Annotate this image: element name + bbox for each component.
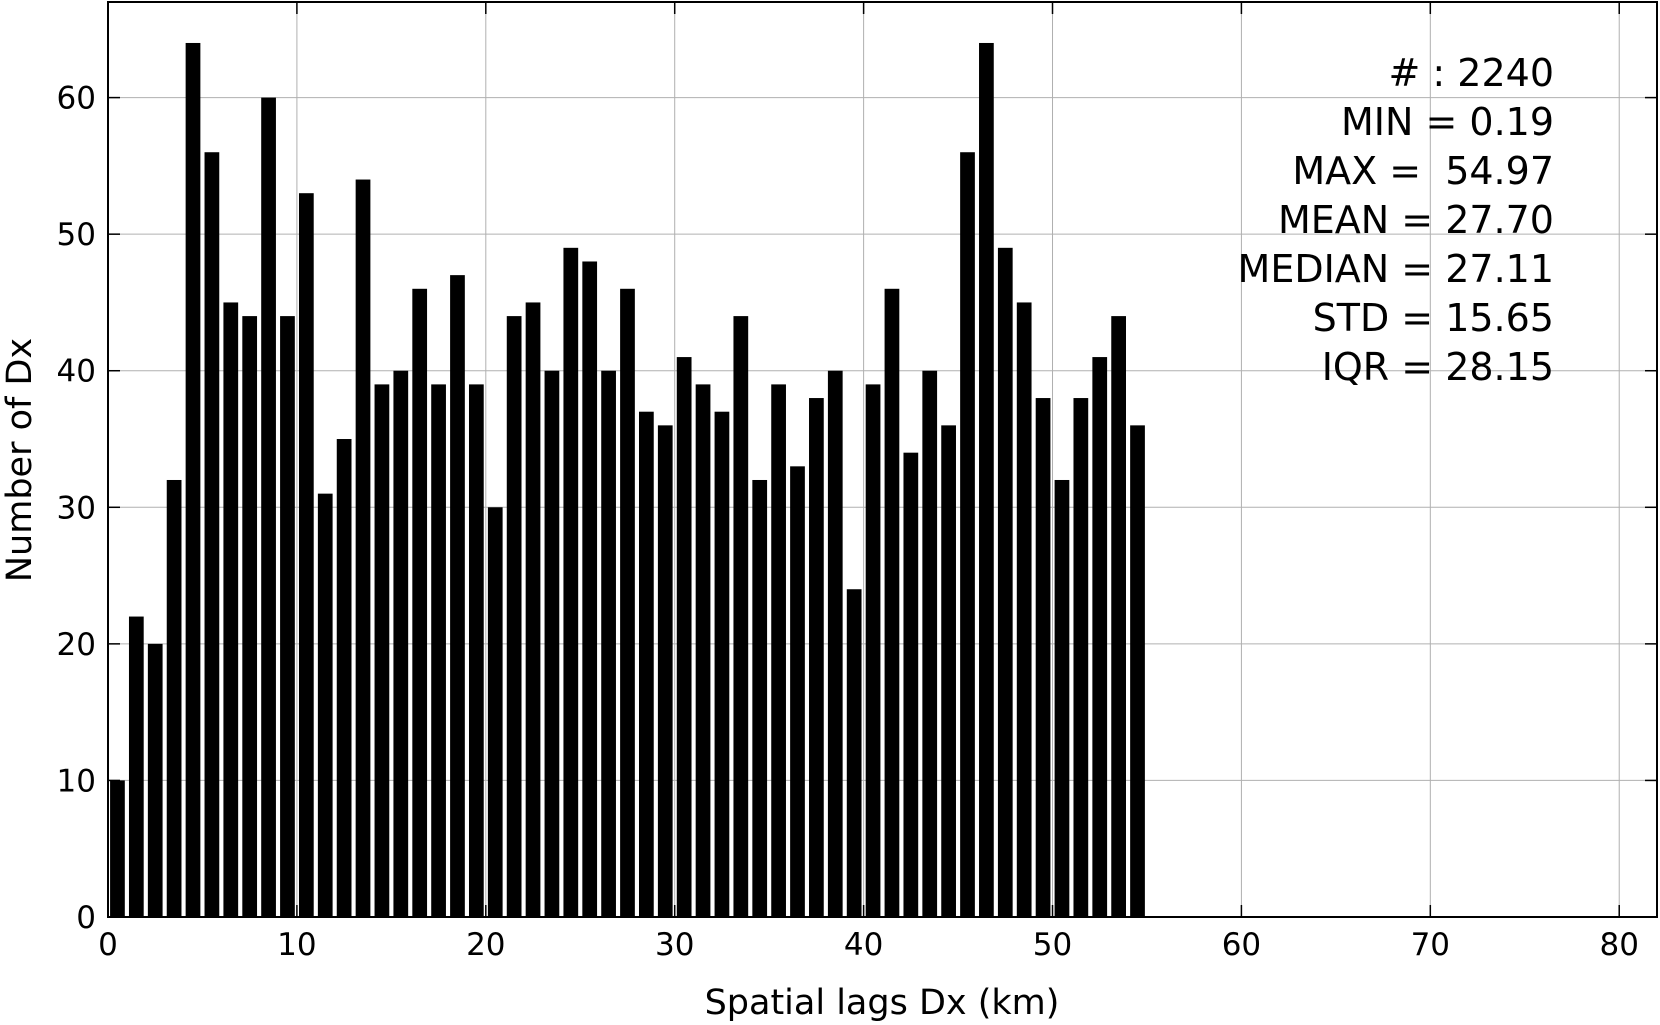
statistics-annotation: # : 2240 MIN = 0.19 MAX = 54.97 MEAN = 27.7…	[1238, 51, 1554, 389]
x-tick-label: 10	[277, 927, 316, 963]
bar	[242, 316, 258, 917]
bar	[563, 247, 579, 917]
y-tick-label: 60	[57, 81, 96, 117]
x-tick-label: 30	[655, 927, 694, 963]
x-tick-label: 50	[1033, 927, 1072, 963]
y-tick-label: 50	[57, 217, 96, 253]
bar	[733, 316, 749, 917]
bar	[450, 275, 465, 917]
bar	[1054, 479, 1070, 917]
bar	[1092, 357, 1108, 918]
bar	[1035, 398, 1051, 917]
bar	[827, 370, 843, 918]
bar	[601, 370, 616, 918]
bar	[487, 507, 503, 917]
x-tick-label: 80	[1599, 927, 1638, 963]
x-tick-labels: 0 10 20 30 40 50 60 70 80	[98, 927, 1639, 963]
y-tick-labels: 0 10 20 30 40 50 60	[57, 81, 96, 936]
x-tick-label: 60	[1222, 927, 1261, 963]
y-tick-label: 40	[57, 354, 96, 390]
bar	[846, 589, 862, 917]
bar	[223, 302, 239, 917]
bar	[752, 479, 768, 917]
bar	[809, 398, 824, 917]
bar	[431, 384, 446, 917]
bar	[185, 42, 201, 917]
bars	[110, 42, 1145, 918]
bar	[166, 479, 182, 917]
bar	[790, 466, 805, 917]
stat-line: # : 2240	[1388, 51, 1554, 95]
bar	[620, 288, 635, 918]
y-tick-label: 0	[76, 900, 96, 936]
axis-ticks	[107, 2, 1657, 918]
x-tick-label: 70	[1411, 927, 1450, 963]
bar	[506, 316, 522, 917]
bar	[355, 179, 371, 918]
bar	[903, 452, 919, 917]
stat-line: MAX = 54.97	[1292, 149, 1554, 193]
bar	[317, 493, 333, 917]
stat-line: MEDIAN = 27.11	[1238, 247, 1554, 291]
bar	[771, 384, 786, 917]
x-axis-label: Spatial lags Dx (km)	[705, 983, 1060, 1023]
y-tick-label: 20	[57, 627, 96, 663]
bar	[997, 247, 1013, 917]
bar	[393, 370, 409, 918]
bar	[544, 370, 560, 918]
bar	[941, 425, 956, 917]
bar	[261, 97, 276, 917]
bar	[1016, 302, 1032, 917]
bar	[922, 370, 938, 918]
bar	[582, 261, 598, 917]
bar	[695, 384, 711, 917]
stat-line: MIN = 0.19	[1341, 100, 1554, 144]
bar	[714, 411, 730, 917]
bar	[639, 411, 654, 917]
bar	[298, 193, 314, 917]
y-axis-label: Number of Dx	[0, 338, 40, 582]
plot-frame	[107, 1, 1658, 918]
bar	[676, 357, 692, 918]
bar	[960, 152, 975, 917]
bar	[657, 425, 673, 917]
bar	[979, 42, 994, 917]
x-tick-label: 0	[98, 927, 118, 963]
x-tick-label: 40	[844, 927, 883, 963]
stat-line: MEAN = 27.70	[1278, 198, 1554, 242]
bar	[204, 152, 220, 917]
bar	[147, 643, 163, 917]
bar	[468, 384, 484, 917]
bar	[374, 384, 390, 917]
x-tick-label: 20	[466, 927, 505, 963]
bar	[525, 302, 541, 917]
stat-line: IQR = 28.15	[1322, 345, 1554, 389]
bar	[1130, 425, 1145, 917]
bar	[336, 439, 352, 917]
bar	[110, 780, 125, 917]
bar	[412, 288, 428, 918]
bar	[884, 288, 900, 918]
stat-line: STD = 15.65	[1313, 296, 1554, 340]
bar	[865, 384, 881, 917]
bar	[1111, 316, 1126, 917]
y-tick-label: 30	[57, 490, 96, 526]
bar	[1073, 398, 1089, 917]
bar	[128, 616, 144, 917]
y-tick-label: 10	[57, 763, 96, 799]
bar	[280, 316, 295, 917]
